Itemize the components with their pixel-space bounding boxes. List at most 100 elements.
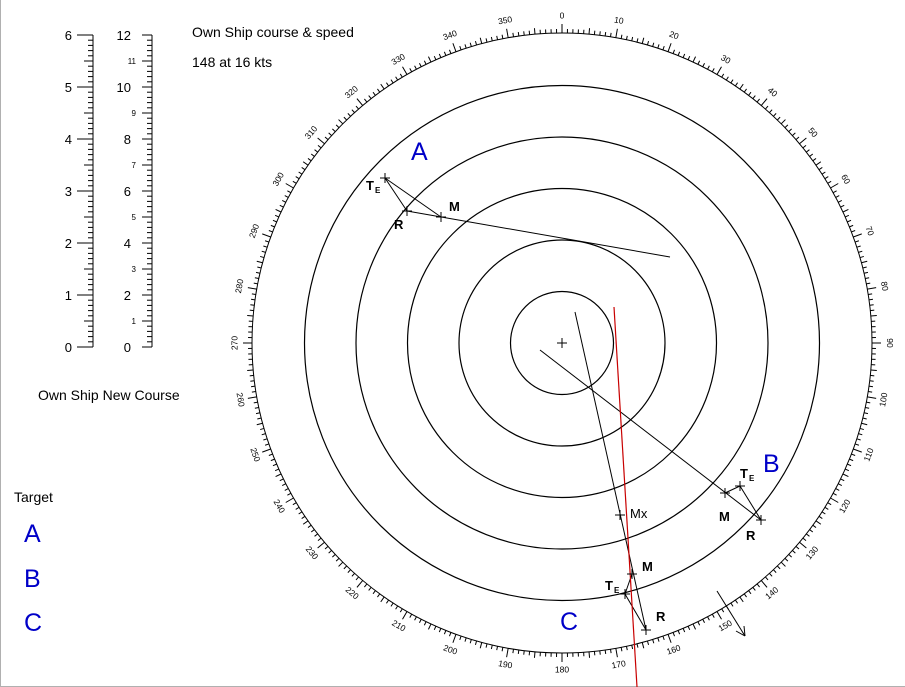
bearing-tick	[324, 136, 329, 140]
target-c-letter: C	[560, 608, 578, 636]
bearing-tick	[702, 62, 705, 68]
target-c-button[interactable]: C	[24, 609, 43, 637]
own-ship-title: Own Ship course & speed	[192, 24, 354, 40]
bearing-label: 340	[442, 28, 459, 42]
bearing-tick	[842, 473, 849, 478]
bearing-label: 300	[270, 170, 286, 188]
bearing-tick	[697, 60, 701, 65]
bearing-tick	[604, 31, 607, 37]
bearing-label: 160	[665, 642, 682, 656]
bearing-tick	[485, 38, 488, 43]
bearing-tick	[707, 65, 710, 70]
bearing-tick	[805, 533, 810, 537]
bearing-tick	[815, 161, 822, 166]
range-ring	[355, 136, 769, 550]
bearing-tick	[646, 41, 650, 46]
target-a-button[interactable]: A	[24, 520, 41, 548]
bearing-tick	[721, 608, 725, 613]
target-c-m-label: M	[642, 559, 653, 574]
left-scale-label: 0	[65, 340, 72, 355]
bearing-tick	[866, 401, 871, 404]
bearing-label: 100	[877, 392, 889, 408]
bearing-tick	[840, 204, 845, 208]
bearing-tick	[610, 649, 612, 654]
bearing-tick	[769, 109, 773, 113]
bearing-tick	[851, 453, 856, 456]
bearing-tick	[260, 427, 265, 431]
bearing-tick	[842, 208, 849, 213]
left-scale-label: 5	[65, 80, 72, 95]
bearing-tick	[272, 219, 277, 223]
bearing-tick	[773, 569, 777, 573]
bearing-tick	[672, 632, 675, 637]
bearing-tick	[615, 648, 618, 658]
bearing-tick	[662, 45, 665, 51]
bearing-tick	[805, 149, 810, 153]
bearing-tick	[604, 649, 607, 655]
bearing-tick	[295, 176, 300, 180]
bearing-tick	[682, 628, 686, 633]
bearing-tick	[335, 557, 340, 562]
target-c-ep-r-line	[624, 593, 647, 631]
bearing-tick	[866, 282, 871, 285]
bearing-tick	[858, 433, 863, 436]
bearing-tick	[272, 463, 277, 467]
bearing-tick	[307, 524, 312, 528]
bearing-tick	[270, 224, 275, 228]
bearing-tick	[830, 183, 839, 189]
bearing-tick	[657, 637, 660, 642]
bearing-tick	[302, 161, 309, 166]
bearing-tick	[657, 44, 660, 49]
bearing-tick	[317, 137, 325, 145]
target-c-r-label: R	[656, 609, 666, 624]
target-a-r-label: R	[394, 217, 404, 232]
bearing-tick	[247, 396, 257, 399]
bearing-tick	[287, 190, 292, 194]
bearing-label: 350	[497, 14, 513, 26]
bearing-tick	[867, 396, 877, 399]
bearing-tick	[861, 260, 868, 264]
bearing-tick	[332, 554, 336, 558]
bearing-tick	[469, 639, 472, 644]
bearing-tick	[368, 586, 372, 591]
bearing-tick	[310, 153, 315, 157]
bearing-tick	[302, 520, 309, 525]
bearing-tick	[317, 537, 322, 541]
target-b-ep-label: T	[740, 466, 748, 481]
bearing-label: 250	[248, 446, 262, 463]
bearing-tick	[652, 639, 655, 644]
target-c-mx-label: Mx	[630, 506, 648, 521]
bearing-tick	[631, 644, 634, 650]
bearing-tick	[835, 195, 840, 198]
bearing-tick	[433, 55, 437, 61]
bearing-tick	[310, 529, 315, 533]
bearing-tick	[739, 83, 744, 90]
bearing-tick	[854, 240, 860, 243]
bearing-label: 120	[837, 497, 853, 515]
bearing-label: 60	[839, 173, 853, 186]
bearing-tick	[636, 38, 639, 43]
bearing-tick	[867, 287, 877, 290]
bearing-tick	[279, 478, 284, 482]
bearing-tick	[343, 565, 348, 570]
bearing-tick	[356, 580, 364, 588]
bearing-tick	[409, 613, 413, 618]
bearing-tick	[799, 137, 807, 145]
bearing-tick	[667, 634, 672, 643]
bearing-tick	[849, 458, 854, 462]
target-b-button[interactable]: B	[24, 565, 41, 593]
bearing-tick	[390, 602, 394, 607]
bearing-tick	[859, 427, 864, 431]
bearing-tick	[743, 593, 747, 598]
bearing-tick	[356, 98, 364, 106]
bearing-tick	[672, 49, 675, 54]
bearing-tick	[274, 468, 280, 472]
left-scale-label: 6	[65, 28, 72, 43]
right-scale-minor-label: 5	[132, 213, 137, 222]
target-b-ep-r-line	[739, 485, 762, 521]
bearing-tick	[856, 245, 861, 248]
bearing-label: 200	[442, 642, 459, 656]
bearing-tick	[809, 153, 814, 157]
